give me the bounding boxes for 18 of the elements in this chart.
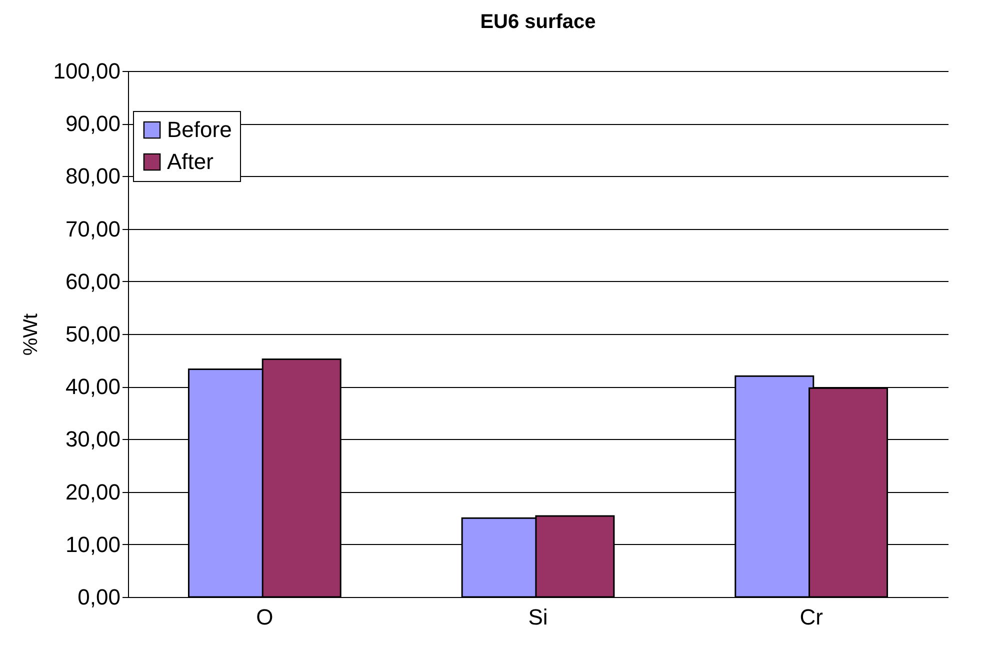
y-tick-label: 10,00 [65, 532, 120, 557]
y-tick-label: 100,00 [53, 58, 120, 84]
y-tick-label: 40,00 [65, 374, 120, 400]
chart-title: EU6 surface [480, 11, 596, 33]
y-tick-label: 70,00 [65, 216, 120, 242]
x-tick-label: O [256, 604, 274, 630]
x-tick-label: Si [528, 604, 548, 630]
y-tick-label: 0,00 [78, 584, 120, 610]
y-tick-label: 30,00 [65, 426, 120, 452]
y-tick-label: 80,00 [65, 164, 120, 189]
y-tick-label: 90,00 [65, 111, 120, 136]
y-tick-label: 50,00 [65, 322, 120, 346]
x-tick-label: Cr [800, 604, 823, 630]
legend-label: Before [167, 117, 232, 142]
y-axis-title: %Wt [20, 312, 42, 356]
legend-label: After [167, 149, 214, 174]
y-tick-label: 20,00 [65, 479, 120, 504]
y-tick-label: 60,00 [65, 268, 120, 294]
